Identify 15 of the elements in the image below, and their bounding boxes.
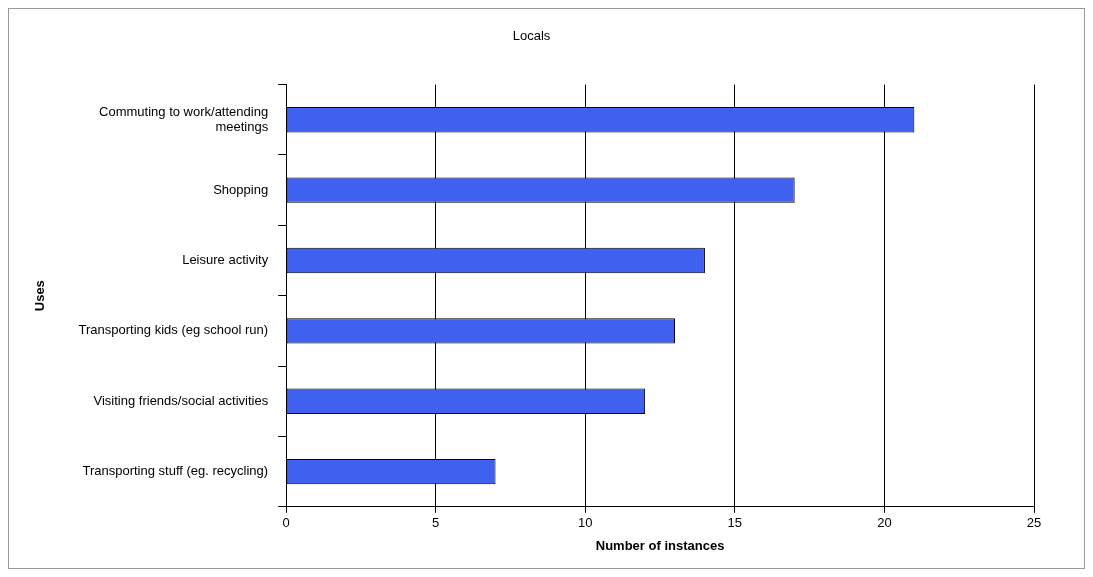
chart-title: Locals (512, 28, 551, 44)
y-tick-label: Transporting stuff (eg. recycling) (82, 463, 269, 479)
y-tick-label: Commuting to work/attending meetings (99, 103, 269, 135)
y-tick-label: Leisure activity (182, 252, 269, 268)
y-tick-label: Visiting friends/social activities (93, 392, 269, 408)
y-tick-label: Transporting kids (eg school run) (78, 322, 269, 338)
x-tick-label: 5 (432, 515, 440, 531)
x-tick-label: 0 (282, 515, 290, 531)
x-tick-label: 20 (877, 515, 892, 531)
x-tick-label: 10 (578, 515, 593, 531)
x-tick-label: 15 (727, 515, 743, 531)
x-axis-title: Number of instances (595, 537, 725, 553)
x-tick-label: 25 (1026, 515, 1042, 531)
y-axis-title: Uses (32, 280, 48, 312)
y-tick-label: Shopping (213, 181, 269, 197)
